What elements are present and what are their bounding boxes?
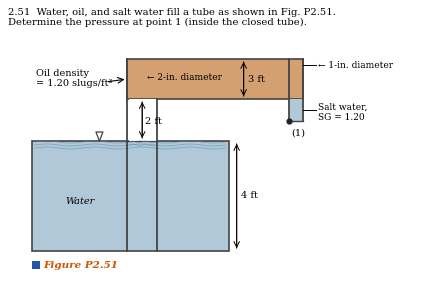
Text: Water: Water: [65, 197, 94, 205]
Text: = 1.20 slugs/ft³: = 1.20 slugs/ft³: [36, 79, 112, 88]
Text: 2 ft: 2 ft: [145, 118, 162, 127]
Bar: [32, 261, 40, 269]
Text: Oil density: Oil density: [36, 69, 89, 78]
Text: SG = 1.20: SG = 1.20: [318, 112, 365, 121]
Bar: [32, 141, 229, 251]
Text: ← 2-in. diameter: ← 2-in. diameter: [147, 73, 222, 81]
Bar: [290, 99, 303, 121]
Text: Salt water,: Salt water,: [318, 103, 368, 112]
Bar: [127, 59, 303, 99]
Bar: [129, 99, 156, 141]
Text: Figure P2.51: Figure P2.51: [43, 260, 118, 270]
Text: (1): (1): [291, 129, 305, 138]
Text: Determine the pressure at point 1 (inside the closed tube).: Determine the pressure at point 1 (insid…: [8, 18, 307, 27]
Text: ← 1-in. diameter: ← 1-in. diameter: [318, 60, 393, 69]
Text: 2.51  Water, oil, and salt water fill a tube as shown in Fig. P2.51.: 2.51 Water, oil, and salt water fill a t…: [8, 8, 336, 17]
Text: 4 ft: 4 ft: [241, 192, 258, 201]
Text: 3 ft: 3 ft: [248, 75, 265, 84]
